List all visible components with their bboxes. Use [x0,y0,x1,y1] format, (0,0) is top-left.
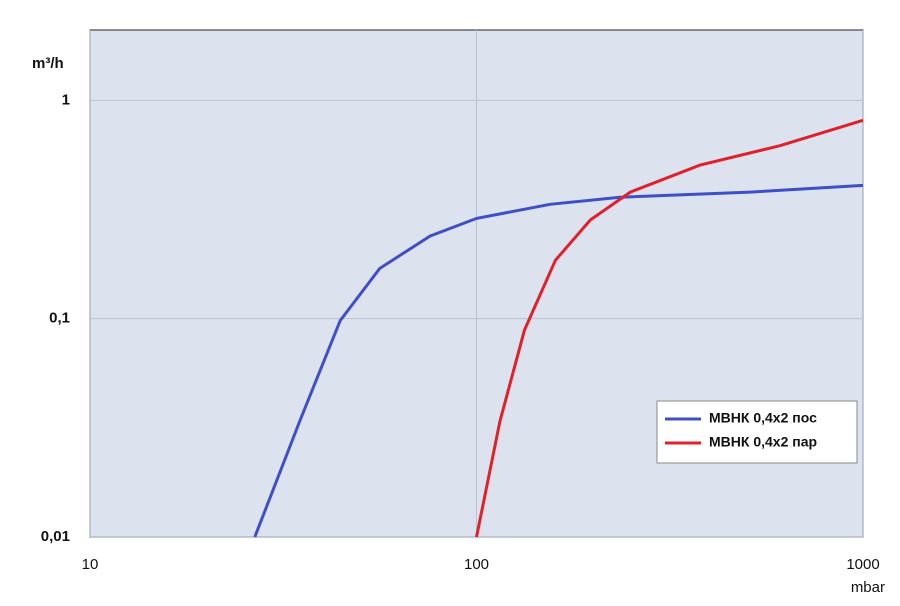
legend-label: МВНК 0,4х2 пос [709,410,817,426]
y-tick-label: 0,01 [41,528,70,545]
x-tick-label: 100 [464,556,489,573]
legend-box [656,400,858,464]
series-line [253,183,864,538]
x-axis-label: mbar [851,579,885,596]
y-tick-label: 1 [62,91,70,108]
series-line [475,118,864,538]
legend-label: МВНК 0,4х2 пар [709,434,817,450]
y-axis-label: m³/h [32,55,64,72]
y-tick-label: 0,1 [49,310,70,327]
x-tick-label: 1000 [846,556,879,573]
x-tick-label: 10 [82,556,99,573]
